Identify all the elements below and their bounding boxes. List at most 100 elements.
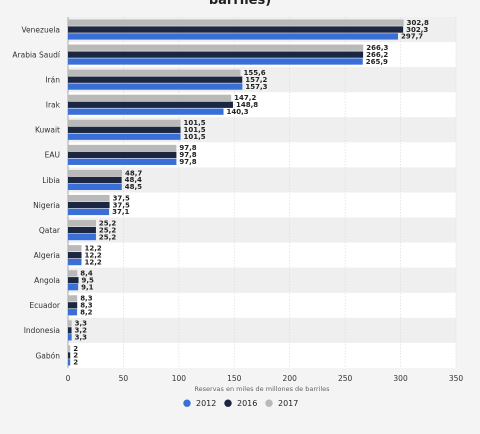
data-label: 302,3 xyxy=(406,26,428,34)
bar-2017 xyxy=(68,44,364,51)
bar-2017 xyxy=(68,194,110,202)
bar-2012 xyxy=(68,284,79,291)
data-label: 140,3 xyxy=(227,108,249,116)
bar-2016 xyxy=(68,101,233,108)
category-label: EAU xyxy=(45,151,60,160)
data-label: 157,3 xyxy=(245,83,267,91)
data-label: 8,4 xyxy=(80,270,93,278)
bar-2016 xyxy=(68,226,96,234)
data-label: 12,2 xyxy=(85,251,102,259)
legend-marker-2017 xyxy=(265,399,273,407)
chart-title: barriles) xyxy=(208,0,272,8)
bar-2012 xyxy=(68,359,71,366)
bar-2017 xyxy=(68,345,71,352)
bar-2012 xyxy=(68,183,122,191)
bar-2016 xyxy=(68,252,82,259)
bar-2017 xyxy=(68,19,404,26)
bar-2016 xyxy=(68,76,243,83)
bar-2017 xyxy=(68,119,181,127)
category-label: Indonesia xyxy=(24,326,60,335)
category-label: Arabia Saudí xyxy=(12,50,61,59)
data-label: 3,3 xyxy=(75,320,88,328)
category-label: Angola xyxy=(34,276,60,285)
bar-2016 xyxy=(68,201,110,209)
data-label: 2 xyxy=(73,352,78,360)
x-tick-label: 250 xyxy=(338,374,353,383)
data-label: 48,5 xyxy=(125,183,142,191)
category-label: Irán xyxy=(45,75,60,84)
data-label: 265,9 xyxy=(366,58,388,66)
data-label: 101,5 xyxy=(184,119,206,127)
category-label: Kuwait xyxy=(35,126,60,135)
data-label: 97,8 xyxy=(179,158,196,166)
row-band xyxy=(68,292,456,318)
bar-2017 xyxy=(68,94,232,101)
x-axis-label: Reservas en miles de millones de barrile… xyxy=(194,385,330,393)
row-band xyxy=(68,267,456,293)
bar-2016 xyxy=(68,352,71,359)
category-label: Venezuela xyxy=(21,25,60,34)
bar-2016 xyxy=(68,151,177,159)
data-label: 147,2 xyxy=(234,94,256,102)
x-tick-label: 300 xyxy=(393,374,408,383)
data-label: 97,8 xyxy=(179,151,196,159)
legend-label-2017: 2017 xyxy=(278,399,298,408)
data-label: 9,1 xyxy=(81,283,94,291)
data-label: 8,2 xyxy=(80,308,93,316)
bar-2012 xyxy=(68,108,224,115)
category-label: Libia xyxy=(42,176,60,185)
bar-2017 xyxy=(68,169,122,177)
bar-2016 xyxy=(68,51,364,58)
legend-marker-2016 xyxy=(224,399,232,407)
bar-2012 xyxy=(68,309,78,316)
bar-2016 xyxy=(68,277,79,284)
data-label: 266,2 xyxy=(366,51,388,59)
x-tick-label: 0 xyxy=(66,374,71,383)
data-label: 157,2 xyxy=(245,76,267,84)
row-band xyxy=(68,242,456,268)
bar-2016 xyxy=(68,327,72,334)
bar-2012 xyxy=(68,83,243,90)
data-label: 12,2 xyxy=(85,245,102,253)
legend-label-2016: 2016 xyxy=(237,399,257,408)
data-label: 37,5 xyxy=(113,194,130,202)
bar-2012 xyxy=(68,208,110,216)
legend-marker-2012 xyxy=(183,399,191,407)
data-label: 2 xyxy=(73,345,78,353)
category-label: Nigeria xyxy=(33,201,60,210)
data-label: 9,5 xyxy=(82,277,95,285)
legend-label-2012: 2012 xyxy=(196,399,216,408)
bar-2017 xyxy=(68,144,177,152)
bar-2016 xyxy=(68,176,122,184)
data-label: 37,1 xyxy=(112,208,129,216)
bar-2012 xyxy=(68,58,363,65)
row-band xyxy=(68,342,456,368)
bar-2016 xyxy=(68,126,181,133)
x-tick-label: 150 xyxy=(227,374,242,383)
x-tick-label: 50 xyxy=(119,374,129,383)
data-label: 266,3 xyxy=(366,44,388,52)
data-label: 25,2 xyxy=(99,226,116,234)
bar-2012 xyxy=(68,233,96,241)
data-label: 48,7 xyxy=(125,169,142,177)
category-label: Gabón xyxy=(35,351,60,360)
bar-2012 xyxy=(68,258,82,266)
bar-2017 xyxy=(68,69,241,76)
x-tick-label: 100 xyxy=(172,374,187,383)
bar-2017 xyxy=(68,295,78,302)
bar-2012 xyxy=(68,334,72,341)
bar-2017 xyxy=(68,245,82,252)
category-label: Qatar xyxy=(39,226,61,235)
row-band xyxy=(68,167,456,193)
bar-2017 xyxy=(68,220,96,227)
bar-2016 xyxy=(68,26,404,33)
data-label: 97,8 xyxy=(179,144,196,152)
data-label: 297,7 xyxy=(401,33,423,41)
row-band xyxy=(68,217,456,243)
category-label: Ecuador xyxy=(29,301,61,310)
data-label: 148,8 xyxy=(236,101,258,109)
bar-2012 xyxy=(68,133,181,140)
data-label: 37,5 xyxy=(113,201,130,209)
